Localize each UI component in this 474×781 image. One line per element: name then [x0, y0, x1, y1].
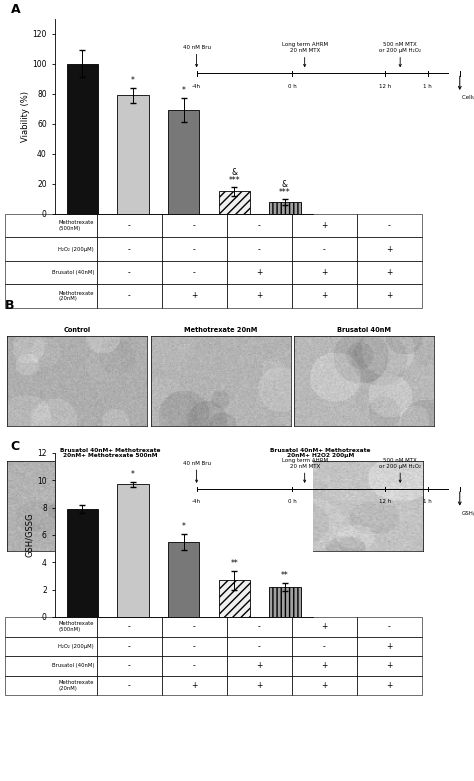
Bar [219, 580, 250, 617]
Bar [269, 202, 301, 214]
Text: -: - [193, 642, 195, 651]
Text: -: - [258, 244, 261, 254]
Bar [67, 64, 98, 214]
Text: +: + [321, 268, 328, 277]
Text: -: - [128, 268, 130, 277]
Text: -: - [388, 221, 391, 230]
Text: Brusatol 40nM: Brusatol 40nM [337, 327, 391, 333]
Y-axis label: GSH/GSSG: GSH/GSSG [26, 513, 35, 557]
Bar [168, 110, 200, 214]
Bar [67, 509, 98, 617]
Text: 12 h: 12 h [379, 84, 391, 88]
Text: -: - [193, 244, 195, 254]
Text: -: - [388, 622, 391, 631]
Text: H₂O₂ (200μM): H₂O₂ (200μM) [58, 247, 94, 251]
Text: -: - [128, 221, 130, 230]
Text: B: B [5, 299, 14, 312]
Text: +: + [256, 291, 263, 301]
Text: 0 h: 0 h [288, 84, 296, 88]
Text: +: + [321, 622, 328, 631]
Text: +: + [321, 681, 328, 690]
Text: 0 h: 0 h [288, 499, 296, 505]
Text: Methotrexate
(20nM): Methotrexate (20nM) [59, 291, 94, 301]
Text: C: C [10, 440, 20, 453]
Text: +: + [386, 291, 392, 301]
Text: 500 nM MTX
or 200 μM H₂O₂: 500 nM MTX or 200 μM H₂O₂ [379, 42, 421, 53]
Text: A: A [10, 3, 20, 16]
Text: **: ** [281, 571, 289, 580]
Text: Methotrexate
(20nM): Methotrexate (20nM) [59, 680, 94, 690]
Text: &
***: & *** [279, 180, 291, 198]
Text: *: * [131, 470, 135, 479]
Text: H₂O₂ (200μM): H₂O₂ (200μM) [58, 644, 94, 649]
Text: -: - [193, 622, 195, 631]
Text: -: - [128, 622, 130, 631]
Text: -: - [193, 268, 195, 277]
Text: +: + [191, 291, 197, 301]
Text: -: - [323, 642, 326, 651]
Text: **: ** [230, 558, 238, 568]
Text: 40 nM Bru: 40 nM Bru [182, 461, 210, 465]
Text: Brusatol (40nM): Brusatol (40nM) [52, 663, 94, 669]
Text: -: - [128, 291, 130, 301]
Text: -: - [258, 642, 261, 651]
Bar [118, 95, 149, 214]
Text: -: - [258, 221, 261, 230]
Text: -: - [128, 244, 130, 254]
Text: *: * [131, 76, 135, 85]
Bar [168, 542, 200, 617]
Text: 40 nM Bru: 40 nM Bru [182, 45, 210, 50]
Text: -: - [128, 662, 130, 670]
Text: +: + [321, 221, 328, 230]
Text: -: - [258, 622, 261, 631]
Text: Long term AHRM
20 nM MTX: Long term AHRM 20 nM MTX [282, 458, 328, 469]
Text: Brusatol 40nM+ Methotrexate
20nM+ Methotrexate 500nM: Brusatol 40nM+ Methotrexate 20nM+ Methot… [60, 448, 161, 458]
Text: 1 h: 1 h [423, 499, 432, 505]
Text: +: + [321, 662, 328, 670]
Text: +: + [386, 244, 392, 254]
Text: +: + [321, 291, 328, 301]
Text: +: + [386, 681, 392, 690]
Text: -4h: -4h [192, 84, 201, 88]
Text: +: + [191, 681, 197, 690]
Bar [219, 191, 250, 214]
Text: Methotrexate
(500nM): Methotrexate (500nM) [59, 220, 94, 231]
Text: -4h: -4h [192, 499, 201, 505]
Text: +: + [386, 642, 392, 651]
Bar [118, 484, 149, 617]
Text: *: * [182, 87, 186, 95]
Text: +: + [256, 662, 263, 670]
Text: *: * [182, 522, 186, 531]
Text: Methotrexate
(500nM): Methotrexate (500nM) [59, 622, 94, 632]
Text: +: + [256, 268, 263, 277]
Text: -: - [193, 221, 195, 230]
Text: -: - [193, 662, 195, 670]
Text: Brusatol 40nM+ Methotrexate
20nM+ H2O2 200μM: Brusatol 40nM+ Methotrexate 20nM+ H2O2 2… [270, 448, 371, 458]
Text: Cellular viability: Cellular viability [462, 95, 474, 99]
Text: Brusatol (40nM): Brusatol (40nM) [52, 270, 94, 275]
Text: 1 h: 1 h [423, 84, 432, 88]
Text: Control: Control [64, 327, 91, 333]
Text: -: - [128, 681, 130, 690]
Text: 500 nM MTX
or 200 μM H₂O₂: 500 nM MTX or 200 μM H₂O₂ [379, 458, 421, 469]
Bar [269, 587, 301, 617]
Text: Long term AHRM
20 nM MTX: Long term AHRM 20 nM MTX [282, 42, 328, 53]
Text: -: - [323, 244, 326, 254]
Text: +: + [256, 681, 263, 690]
Text: +: + [386, 268, 392, 277]
Text: -: - [128, 642, 130, 651]
Y-axis label: Viability (%): Viability (%) [20, 91, 29, 142]
Text: Methotrexate 20nM: Methotrexate 20nM [184, 327, 257, 333]
Text: 12 h: 12 h [379, 499, 391, 505]
Text: +: + [386, 662, 392, 670]
Text: &
***: & *** [228, 168, 240, 185]
Text: GSH/GSSG: GSH/GSSG [462, 510, 474, 515]
